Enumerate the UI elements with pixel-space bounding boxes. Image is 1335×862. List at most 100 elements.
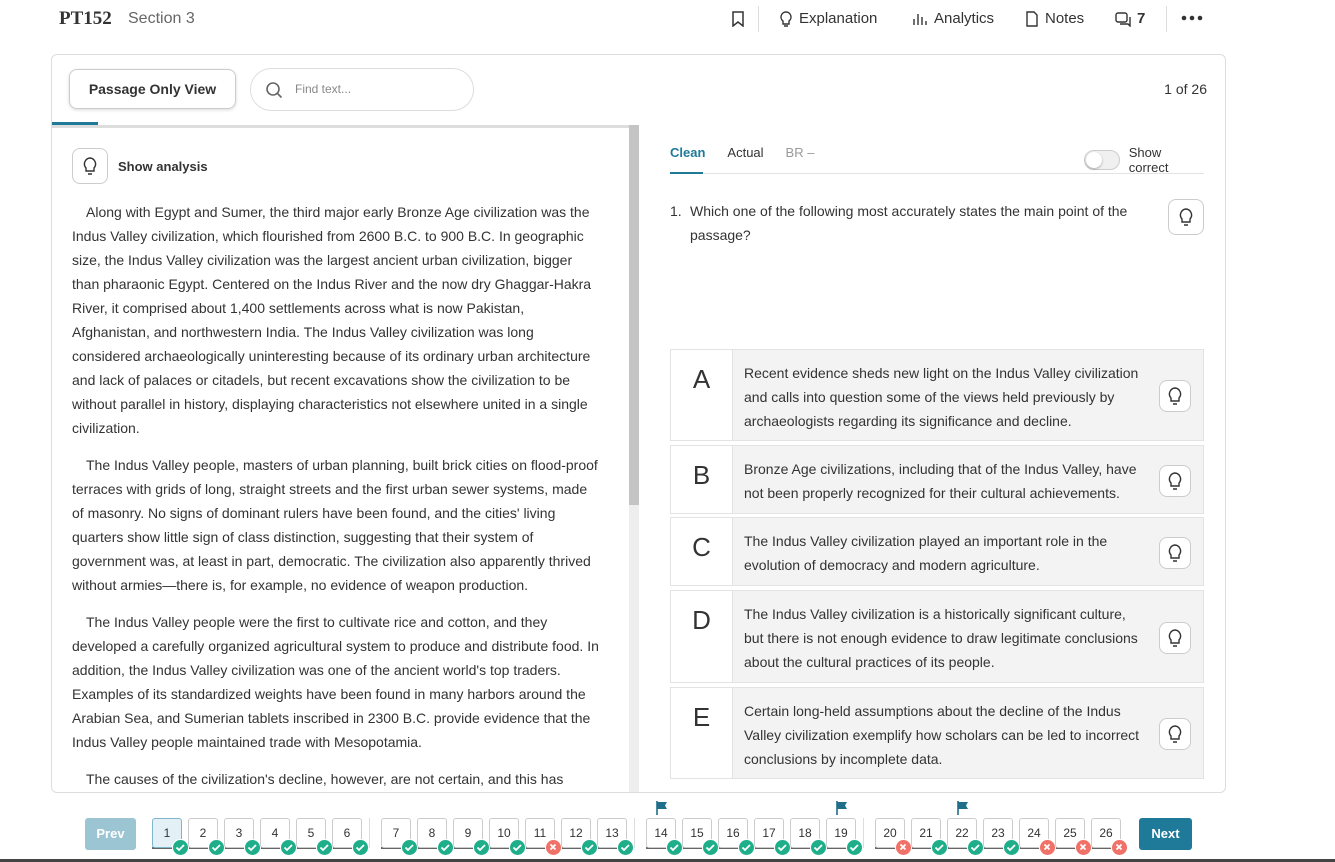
scrollbar [629,125,639,792]
search-placeholder: Find text... [295,82,352,96]
status-badge [810,839,827,856]
status-badge [401,839,418,856]
status-badge [509,839,526,856]
bookmark-icon[interactable] [731,11,745,27]
status-badge [1039,839,1056,856]
status-badge [352,839,369,856]
separator [758,6,759,32]
status-badge [895,839,912,856]
test-name: PT152 [59,8,112,29]
status-badge [172,839,189,856]
status-badge [774,839,791,856]
status-badge [208,839,225,856]
question-counter: 1 of 26 [1164,81,1207,97]
status-badge [244,839,261,856]
notes-tool[interactable]: Notes [1025,10,1084,27]
question-hint[interactable] [1168,199,1204,235]
prev-button[interactable]: Prev [85,818,136,850]
question-button[interactable]: 15 [682,818,712,848]
choice-hint[interactable] [1159,380,1191,412]
answer-choice[interactable]: D The Indus Valley civilization is a hist… [670,590,1204,683]
status-badge [1111,839,1128,856]
group-separator [369,818,370,848]
paragraphs: Along with Egypt and Sumer, the third ma… [52,200,629,791]
next-button[interactable]: Next [1139,818,1192,850]
search-box[interactable]: Find text... [250,68,474,111]
status-badge [316,839,333,856]
tool-label: Analytics [934,10,995,27]
show-correct-toggle[interactable]: Show correct [1084,145,1204,175]
question-button[interactable]: 5 [296,818,326,848]
question-number: 1. [670,203,682,219]
tool-label: Explanation [799,10,878,27]
status-badge [931,839,948,856]
tab[interactable]: Actual [727,145,764,160]
choice-letter: C [671,518,733,585]
choice-text: Certain long-held assumptions about the … [744,703,1140,767]
question-pane: Clean Actual BR – Show correct 1. Which one… [670,125,1204,792]
question-nav: 1 2 3 4 5 6 7 8 9 10 11 12 13 14 15 16 17 18 19 20 21 22 23 24 2… [152,801,1132,862]
question-button[interactable]: 13 [597,818,627,848]
answer-choice[interactable]: E Certain long-held assumptions about the… [670,687,1204,779]
answer-choice[interactable]: A Recent evidence sheds new light on the … [670,349,1204,441]
bulb-icon [72,148,108,184]
choice-text: Bronze Age civilizations, including that… [744,461,1137,501]
status-badge [967,839,984,856]
status-badge [666,839,683,856]
bottom-edge [0,859,1335,862]
paragraph: The Indus Valley people were the first t… [72,614,599,750]
question-stem: 1. Which one of the following most accura… [670,199,1140,247]
flag [836,801,848,815]
group-separator [634,818,635,848]
status-badge [1075,839,1092,856]
status-badge [738,839,755,856]
flag [656,801,668,815]
choice-letter: D [671,591,733,682]
answer-choice[interactable]: B Bronze Age civilizations, including tha… [670,445,1204,514]
choice-letter: E [671,688,733,778]
active-tab-underline [670,172,703,174]
answer-choice[interactable]: C The Indus Valley civilization played an… [670,517,1204,586]
question-button[interactable]: 23 [983,818,1013,848]
scroll-thumb[interactable] [629,125,639,505]
tab[interactable]: Clean [670,145,706,160]
choice-hint[interactable] [1159,536,1191,569]
status-badge [846,839,863,856]
tab-indicator [52,122,98,125]
status-badge [545,839,562,856]
paragraph: Along with Egypt and Sumer, the third ma… [72,204,592,436]
tabs: Clean Actual BR – [670,145,814,160]
choice-letter: A [671,350,733,440]
tab[interactable]: BR – [785,145,815,160]
status-badge [617,839,634,856]
paragraph: The Indus Valley people, masters of urba… [72,457,598,593]
toggle-label: Show correct [1128,145,1169,175]
show-analysis-label: Show analysis [118,158,208,174]
tool-label: Notes [1045,10,1085,27]
paragraph: The causes of the civilization's decline… [86,771,564,787]
choice-hint[interactable] [1159,718,1191,750]
group-separator [863,818,864,848]
analytics-tool[interactable]: Analytics [912,10,994,27]
question-button[interactable]: 10 [489,818,519,848]
comments-tool[interactable]: 7 [1115,10,1145,27]
tab-rule [670,173,1204,174]
toggle [1084,150,1120,170]
question-button[interactable]: 2 [188,818,218,848]
choice-text: The Indus Valley civilization is a histo… [744,606,1138,670]
passage: Show analysis Along with Egypt and Sumer… [52,125,629,792]
explanation-tool[interactable]: Explanation [779,10,877,27]
choice-hint[interactable] [1159,621,1191,654]
question-button[interactable]: 19 [826,818,856,848]
status-badge [1003,839,1020,856]
choice-hint[interactable] [1159,464,1191,497]
main-panel: Passage Only View Find text... 1 of 26 S… [51,54,1226,793]
flag [957,801,969,815]
status-badge [702,839,719,856]
question-button[interactable]: 17 [754,818,784,848]
more-menu[interactable] [1181,15,1203,21]
view-button[interactable]: Passage Only View [69,69,236,109]
show-analysis[interactable]: Show analysis [72,148,629,184]
question-button[interactable]: 18 [790,818,820,848]
stem-text: Which one of the following most accurate… [690,203,1128,243]
